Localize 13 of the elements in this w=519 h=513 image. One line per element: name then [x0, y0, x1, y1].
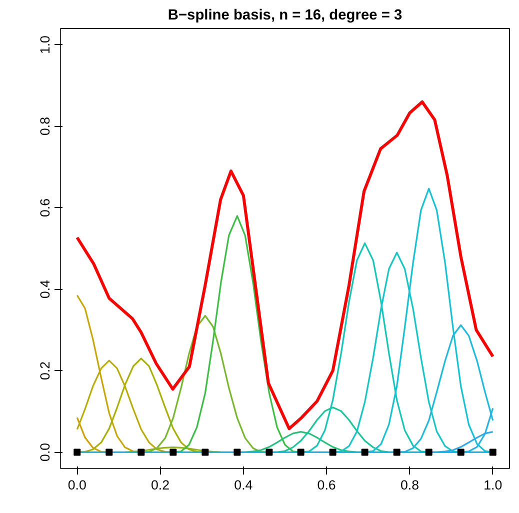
y-tick-label: 0.6 — [38, 198, 52, 218]
chart-title: B−spline basis, n = 16, degree = 3 — [168, 8, 402, 24]
x-tick-label: 0.2 — [151, 478, 170, 492]
y-tick-label: 0.4 — [38, 279, 52, 299]
x-tick-label: 0.6 — [317, 478, 336, 492]
y-tick-label: 0.2 — [38, 361, 52, 380]
y-tick-label: 1.0 — [38, 36, 52, 54]
x-tick-label: 1.0 — [484, 478, 502, 492]
y-tick-label: 0.8 — [38, 117, 52, 136]
y-tick-label: 0.0 — [38, 442, 52, 462]
x-tick-label: 0.0 — [68, 478, 86, 492]
x-tick-label: 0.8 — [400, 478, 419, 492]
x-tick-label: 0.4 — [234, 478, 254, 492]
